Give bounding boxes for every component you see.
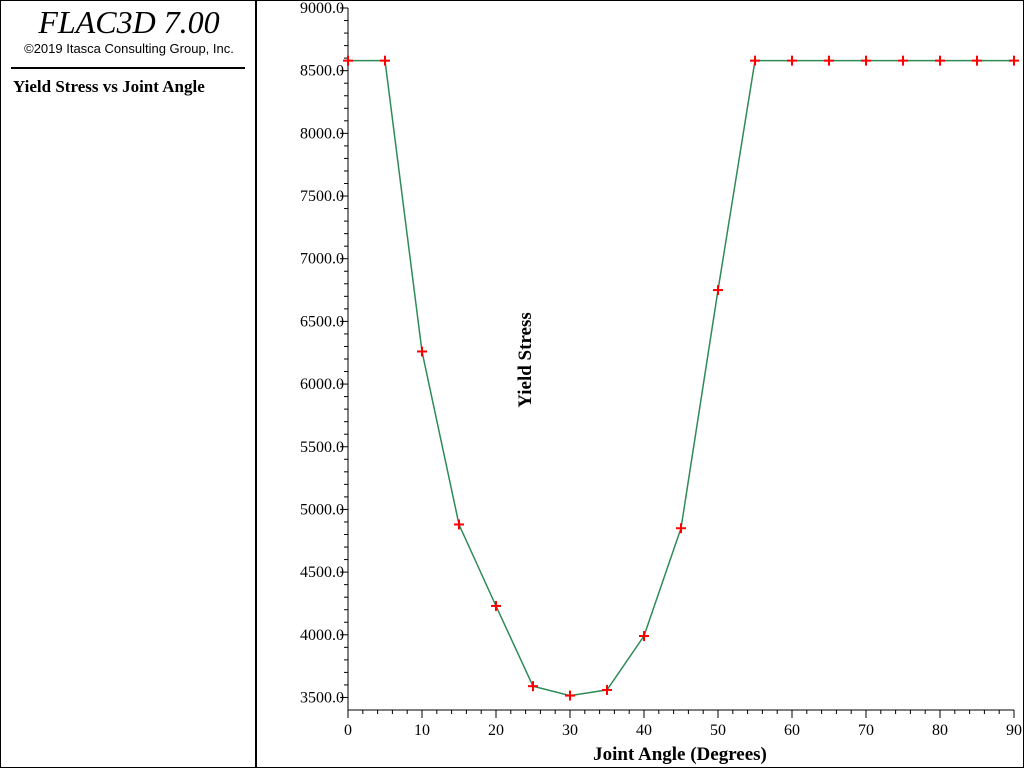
- axes: 3500.0 4000.0 4500.0 5000.0 5500.0 6000.0 6500…: [300, 0, 1022, 739]
- data-point: [380, 55, 390, 66]
- data-point: [417, 346, 427, 357]
- x-tick-label: 20: [488, 722, 504, 739]
- x-axis-label: Joint Angle (Degrees): [593, 744, 767, 765]
- info-panel: FLAC3D 7.00 ©2019 Itasca Consulting Grou…: [1, 1, 257, 767]
- y-tick-label: 4500.0: [300, 564, 344, 581]
- data-point: [343, 55, 353, 66]
- y-tick-label: 4000.0: [300, 627, 344, 644]
- x-tick-label: 90: [1006, 722, 1022, 739]
- data-point: [824, 55, 834, 66]
- data-point: [713, 285, 723, 296]
- data-point: [787, 55, 797, 66]
- y-tick-label: 6500.0: [300, 313, 344, 330]
- x-tick-label: 0: [344, 722, 352, 739]
- data-point: [1009, 55, 1019, 66]
- divider: [11, 67, 245, 69]
- x-tick-label: 60: [784, 722, 800, 739]
- y-tick-label: 5500.0: [300, 439, 344, 456]
- data-point: [750, 55, 760, 66]
- chart-area: 3500.0 4000.0 4500.0 5000.0 5500.0 6000.0 6500…: [300, 0, 1022, 765]
- x-tick-label: 70: [858, 722, 874, 739]
- copyright-text: ©2019 Itasca Consulting Group, Inc.: [24, 41, 234, 56]
- series-line: [348, 59, 1014, 697]
- app-title: FLAC3D 7.00: [38, 4, 220, 40]
- plot-title: Yield Stress vs Joint Angle: [13, 77, 205, 96]
- y-tick-label: 5000.0: [300, 501, 344, 518]
- data-point: [454, 519, 464, 530]
- y-tick-label: 7000.0: [300, 251, 344, 268]
- y-tick-label: 8000.0: [300, 125, 344, 142]
- data-point: [972, 55, 982, 66]
- x-tick-label: 40: [636, 722, 652, 739]
- y-tick-label: 8500.0: [300, 63, 344, 80]
- x-tick-label: 30: [562, 722, 578, 739]
- data-point: [861, 55, 871, 66]
- x-tick-label: 10: [414, 722, 430, 739]
- y-tick-label: 9000.0: [300, 0, 344, 17]
- data-point: [491, 600, 501, 611]
- data-point: [639, 631, 649, 642]
- data-point: [676, 523, 686, 534]
- data-point: [898, 55, 908, 66]
- y-tick-label: 6000.0: [300, 376, 344, 393]
- y-tick-label: 7500.0: [300, 188, 344, 205]
- series-group: [343, 55, 1019, 701]
- data-point: [528, 681, 538, 692]
- x-tick-label: 80: [932, 722, 948, 739]
- y-axis-label: Yield Stress: [515, 312, 536, 408]
- x-tick-label: 50: [710, 722, 726, 739]
- y-tick-label: 3500.0: [300, 689, 344, 706]
- data-point: [565, 690, 575, 701]
- data-point: [935, 55, 945, 66]
- data-point: [602, 684, 612, 695]
